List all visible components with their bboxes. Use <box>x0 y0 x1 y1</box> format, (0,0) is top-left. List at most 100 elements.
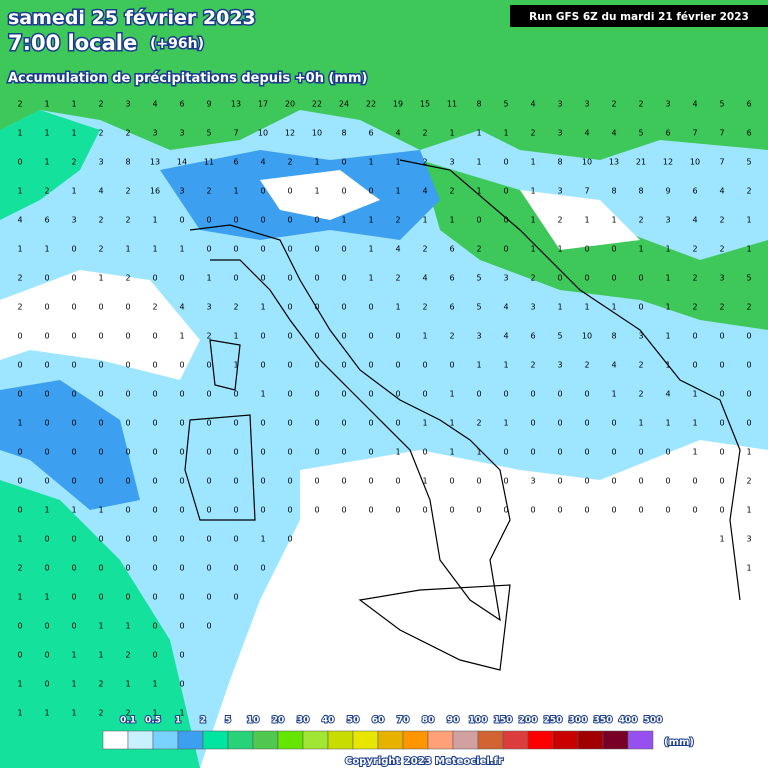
legend-label: 5 <box>225 716 231 726</box>
grid-value: 2 <box>422 129 427 138</box>
grid-value: 0 <box>17 477 22 486</box>
grid-value: 1 <box>611 216 616 225</box>
grid-value: 0 <box>638 477 643 486</box>
grid-value: 0 <box>233 419 238 428</box>
grid-value: 4 <box>98 187 103 196</box>
grid-value: 3 <box>719 274 724 283</box>
grid-value: 0 <box>638 274 643 283</box>
grid-value: 1 <box>233 332 238 341</box>
grid-value: 1 <box>44 245 49 254</box>
grid-value: 0 <box>152 593 157 602</box>
grid-value: 0 <box>611 477 616 486</box>
legend-swatch <box>577 730 604 750</box>
grid-value: 0 <box>584 390 589 399</box>
grid-value: 4 <box>503 332 508 341</box>
legend-swatch <box>327 730 354 750</box>
grid-value: 0 <box>125 535 130 544</box>
legend-swatch <box>352 730 379 750</box>
grid-value: 1 <box>17 187 22 196</box>
grid-value: 0 <box>584 448 589 457</box>
grid-value: 0 <box>287 506 292 515</box>
grid-value: 0 <box>179 361 184 370</box>
grid-value: 0 <box>476 216 481 225</box>
grid-value: 1 <box>125 680 130 689</box>
grid-value: 0 <box>71 622 76 631</box>
grid-value: 0 <box>395 419 400 428</box>
grid-value: 1 <box>422 332 427 341</box>
grid-value: 6 <box>449 245 454 254</box>
grid-value: 0 <box>125 506 130 515</box>
grid-value: 0 <box>287 448 292 457</box>
grid-value: 0 <box>71 535 76 544</box>
grid-value: 0 <box>179 680 184 689</box>
grid-value: 0 <box>125 564 130 573</box>
legend-swatch <box>252 730 279 750</box>
legend-label: 50 <box>347 716 360 726</box>
grid-value: 0 <box>98 564 103 573</box>
grid-value: 0 <box>557 477 562 486</box>
grid-value: 2 <box>98 100 103 109</box>
grid-value: 1 <box>44 100 49 109</box>
copyright: Copyright 2023 Meteociel.fr <box>345 756 503 767</box>
grid-value: 0 <box>341 274 346 283</box>
legend-label: 1 <box>175 716 181 726</box>
grid-value: 0 <box>125 477 130 486</box>
grid-value: 1 <box>584 216 589 225</box>
grid-value: 0 <box>98 390 103 399</box>
grid-value: 0 <box>719 448 724 457</box>
grid-value: 0 <box>341 419 346 428</box>
grid-value: 5 <box>206 129 211 138</box>
grid-value: 0 <box>395 477 400 486</box>
grid-value: 0 <box>287 274 292 283</box>
grid-value: 0 <box>206 361 211 370</box>
grid-value: 2 <box>746 187 751 196</box>
grid-value: 0 <box>557 506 562 515</box>
grid-value: 0 <box>260 332 265 341</box>
grid-value: 0 <box>44 622 49 631</box>
grid-value: 4 <box>422 274 427 283</box>
value-grid: 2 1 1 2 3 4 6 9 13 17 20 22 24 22 19 15 11 8 5 4 3 3 2 2 3 4 5 61 1 1… <box>17 100 751 718</box>
grid-value: 2 <box>638 390 643 399</box>
grid-value: 0 <box>719 506 724 515</box>
legend-swatch <box>102 730 129 750</box>
grid-value: 0 <box>17 506 22 515</box>
grid-value: 0 <box>71 564 76 573</box>
grid-value: 0 <box>503 245 508 254</box>
grid-value: 1 <box>71 100 76 109</box>
grid-value: 0 <box>260 564 265 573</box>
legend-swatch <box>527 730 554 750</box>
grid-value: 1 <box>260 535 265 544</box>
grid-value: 4 <box>395 129 400 138</box>
grid-value: 4 <box>530 100 535 109</box>
grid-value: 1 <box>17 129 22 138</box>
grid-value: 2 <box>692 303 697 312</box>
grid-value: 0 <box>44 390 49 399</box>
grid-value: 0 <box>71 390 76 399</box>
legend: 0.1 0.5 1 2 5 10 20 30 40 50 60 70 80 90 100 150 200 250 3… <box>102 715 663 750</box>
grid-value: 2 <box>17 303 22 312</box>
grid-value: 0 <box>314 477 319 486</box>
grid-value: 5 <box>719 100 724 109</box>
legend-swatch <box>452 730 479 750</box>
grid-value: 0 <box>125 361 130 370</box>
grid-value: 0 <box>665 448 670 457</box>
legend-label: 0.1 <box>120 716 136 726</box>
grid-value: 1 <box>476 448 481 457</box>
grid-value: 2 <box>152 303 157 312</box>
grid-value: 0 <box>314 448 319 457</box>
grid-value: 0 <box>476 477 481 486</box>
grid-value: 0 <box>98 332 103 341</box>
grid-value: 19 <box>393 100 403 109</box>
grid-value: 4 <box>395 245 400 254</box>
grid-value: 3 <box>557 361 562 370</box>
grid-value: 1 <box>449 419 454 428</box>
grid-value: 0 <box>287 419 292 428</box>
grid-value: 1 <box>746 506 751 515</box>
grid-value: 0 <box>44 303 49 312</box>
map-subtitle: Accumulation de précipitations depuis +0… <box>8 71 367 86</box>
grid-value: 3 <box>503 274 508 283</box>
grid-value: 10 <box>690 158 700 167</box>
grid-value: 0 <box>341 448 346 457</box>
legend-swatch <box>202 730 229 750</box>
